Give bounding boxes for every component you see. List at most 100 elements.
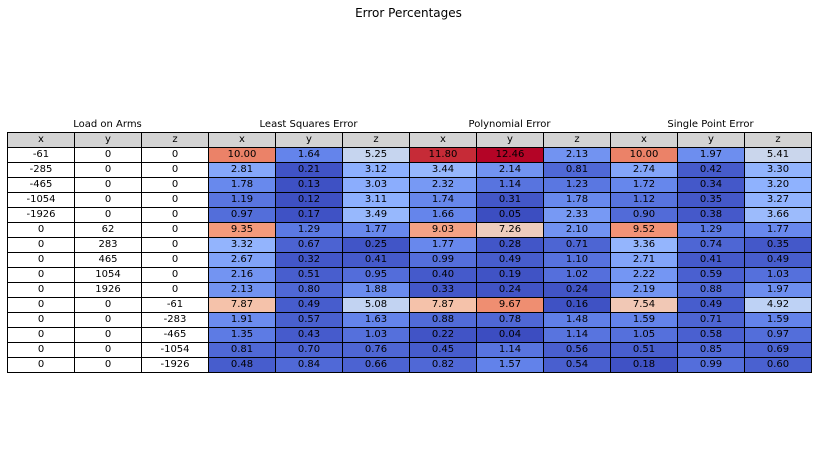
cell-r9-c0: 0 — [7, 282, 75, 298]
cell-r8-c11: 1.03 — [744, 267, 812, 283]
table-row: -1926 0 0 0.97 0.17 3.49 1.66 0.05 2.33 0.90 0.38 3… — [7, 207, 812, 223]
cell-r3-c1: 0 — [74, 192, 142, 208]
cell-r7-c0: 0 — [7, 252, 75, 268]
cell-r7-c11: 0.49 — [744, 252, 812, 268]
cell-r12-c6: 0.22 — [409, 327, 477, 343]
column-header-6: x — [409, 132, 477, 148]
cell-r1-c1: 0 — [74, 162, 142, 178]
cell-r9-c8: 0.24 — [543, 282, 611, 298]
cell-r5-c10: 1.29 — [677, 222, 745, 238]
cell-r3-c5: 3.11 — [342, 192, 410, 208]
group-label-1: Least Squares Error — [259, 119, 358, 130]
cell-r5-c9: 9.52 — [610, 222, 678, 238]
cell-r6-c0: 0 — [7, 237, 75, 253]
cell-r9-c4: 0.80 — [275, 282, 343, 298]
cell-r13-c4: 0.70 — [275, 342, 343, 358]
cell-r3-c7: 0.31 — [476, 192, 544, 208]
column-header-9: x — [610, 132, 678, 148]
cell-r5-c2: 0 — [141, 222, 209, 238]
cell-r3-c6: 1.74 — [409, 192, 477, 208]
column-header-3: x — [208, 132, 276, 148]
cell-r4-c11: 3.66 — [744, 207, 812, 223]
cell-r8-c3: 2.16 — [208, 267, 276, 283]
cell-r11-c3: 1.91 — [208, 312, 276, 328]
cell-r11-c7: 0.78 — [476, 312, 544, 328]
cell-r14-c8: 0.54 — [543, 357, 611, 373]
cell-r7-c6: 0.99 — [409, 252, 477, 268]
cell-r14-c7: 1.57 — [476, 357, 544, 373]
group-label-3: Single Point Error — [667, 119, 754, 130]
cell-r5-c0: 0 — [7, 222, 75, 238]
column-header-0: x — [7, 132, 75, 148]
cell-r11-c0: 0 — [7, 312, 75, 328]
cell-r2-c7: 1.14 — [476, 177, 544, 193]
column-header-1: y — [74, 132, 142, 148]
cell-r4-c3: 0.97 — [208, 207, 276, 223]
cell-r11-c11: 1.59 — [744, 312, 812, 328]
cell-r10-c0: 0 — [7, 297, 75, 313]
cell-r5-c1: 62 — [74, 222, 142, 238]
cell-r9-c10: 0.88 — [677, 282, 745, 298]
column-header-11: z — [744, 132, 812, 148]
cell-r0-c6: 11.80 — [409, 147, 477, 163]
cell-r1-c9: 2.74 — [610, 162, 678, 178]
cell-r6-c3: 3.32 — [208, 237, 276, 253]
table-row: 0 1054 0 2.16 0.51 0.95 0.40 0.19 1.02 2.22 0.59 1.… — [7, 267, 812, 283]
cell-r7-c3: 2.67 — [208, 252, 276, 268]
cell-r4-c9: 0.90 — [610, 207, 678, 223]
cell-r2-c1: 0 — [74, 177, 142, 193]
cell-r1-c0: -285 — [7, 162, 75, 178]
cell-r13-c5: 0.76 — [342, 342, 410, 358]
cell-r12-c3: 1.35 — [208, 327, 276, 343]
column-header-7: y — [476, 132, 544, 148]
cell-r6-c4: 0.67 — [275, 237, 343, 253]
cell-r0-c0: -61 — [7, 147, 75, 163]
cell-r2-c3: 1.78 — [208, 177, 276, 193]
cell-r12-c4: 0.43 — [275, 327, 343, 343]
column-header-8: z — [543, 132, 611, 148]
table-row: 0 62 0 9.35 1.29 1.77 9.03 7.26 2.10 9.52 1.29 1.77 — [7, 222, 812, 238]
cell-r9-c2: 0 — [141, 282, 209, 298]
table-row: 0 0 -1926 0.48 0.84 0.66 0.82 1.57 0.54 0.18 0.99 0… — [7, 357, 812, 373]
cell-r3-c10: 0.35 — [677, 192, 745, 208]
cell-r10-c3: 7.87 — [208, 297, 276, 313]
cell-r5-c5: 1.77 — [342, 222, 410, 238]
cell-r2-c2: 0 — [141, 177, 209, 193]
cell-r14-c1: 0 — [74, 357, 142, 373]
cell-r11-c1: 0 — [74, 312, 142, 328]
table-row: 0 0 -465 1.35 0.43 1.03 0.22 0.04 1.14 1.05 0.58 0.… — [7, 327, 812, 343]
table-row: 0 0 -283 1.91 0.57 1.63 0.88 0.78 1.48 1.59 0.71 1.… — [7, 312, 812, 328]
cell-r11-c4: 0.57 — [275, 312, 343, 328]
cell-r8-c5: 0.95 — [342, 267, 410, 283]
cell-r9-c5: 1.88 — [342, 282, 410, 298]
cell-r4-c6: 1.66 — [409, 207, 477, 223]
cell-r5-c8: 2.10 — [543, 222, 611, 238]
cell-r13-c3: 0.81 — [208, 342, 276, 358]
cell-r6-c8: 0.71 — [543, 237, 611, 253]
cell-r8-c1: 1054 — [74, 267, 142, 283]
cell-r5-c6: 9.03 — [409, 222, 477, 238]
group-label-0: Load on Arms — [73, 119, 142, 130]
cell-r9-c7: 0.24 — [476, 282, 544, 298]
cell-r1-c11: 3.30 — [744, 162, 812, 178]
cell-r1-c5: 3.12 — [342, 162, 410, 178]
cell-r1-c3: 2.81 — [208, 162, 276, 178]
cell-r6-c2: 0 — [141, 237, 209, 253]
cell-r1-c6: 3.44 — [409, 162, 477, 178]
table-row: 0 1926 0 2.13 0.80 1.88 0.33 0.24 0.24 2.19 0.88 1.… — [7, 282, 812, 298]
cell-r14-c0: 0 — [7, 357, 75, 373]
cell-r13-c6: 0.45 — [409, 342, 477, 358]
cell-r12-c11: 0.97 — [744, 327, 812, 343]
cell-r14-c10: 0.99 — [677, 357, 745, 373]
cell-r11-c6: 0.88 — [409, 312, 477, 328]
cell-r11-c2: -283 — [141, 312, 209, 328]
cell-r7-c1: 465 — [74, 252, 142, 268]
cell-r14-c9: 0.18 — [610, 357, 678, 373]
column-header-4: y — [275, 132, 343, 148]
cell-r0-c5: 5.25 — [342, 147, 410, 163]
cell-r2-c4: 0.13 — [275, 177, 343, 193]
cell-r5-c3: 9.35 — [208, 222, 276, 238]
cell-r6-c6: 1.77 — [409, 237, 477, 253]
cell-r3-c8: 1.78 — [543, 192, 611, 208]
